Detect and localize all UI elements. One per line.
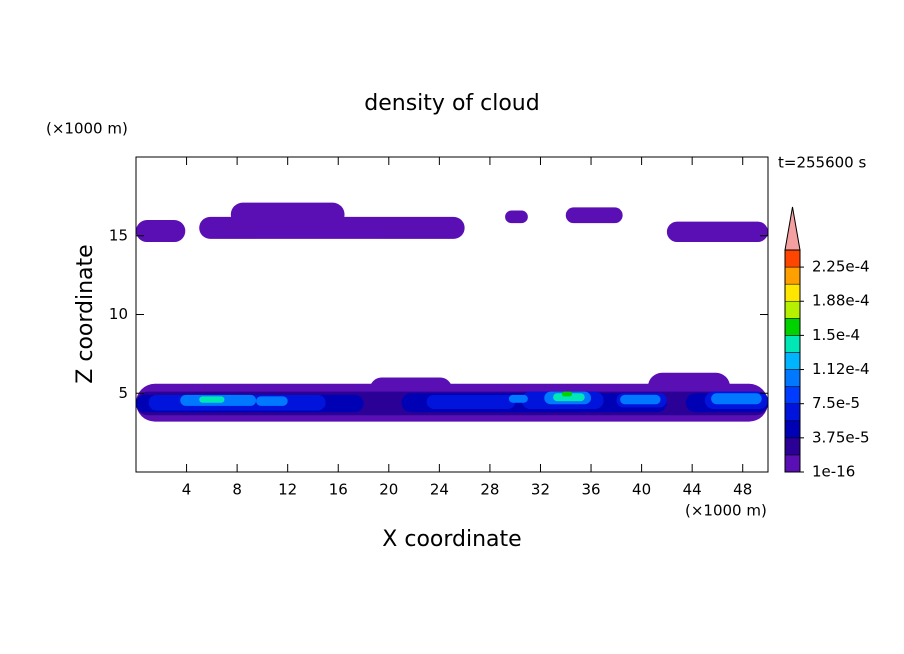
colorbar-band: [784, 249, 801, 268]
colorbar-extension: [784, 206, 801, 251]
colorbar-band: [784, 369, 801, 387]
contour-region: [666, 221, 768, 243]
plot-frame: [135, 156, 769, 473]
contour-region: [199, 396, 225, 403]
colorbar-band: [784, 437, 801, 456]
y-unit: (×1000 m): [46, 120, 128, 138]
x-tick-label: 32: [531, 481, 550, 499]
colorbar-tick-label: 2.25e-4: [812, 258, 870, 276]
contour-region: [256, 396, 288, 406]
contour-region: [561, 391, 573, 397]
chart-title: density of cloud: [364, 91, 539, 116]
y-tick-label: 10: [109, 305, 128, 323]
colorbar-band: [784, 318, 801, 336]
colorbar-band: [784, 266, 801, 285]
colorbar-tick-label: 1.5e-4: [812, 326, 860, 344]
x-tick-label: 28: [480, 481, 499, 499]
contour-region: [230, 202, 345, 227]
contour-region: [508, 394, 528, 403]
x-axis-label: X coordinate: [382, 527, 521, 552]
contour-region: [505, 210, 528, 224]
colorbar-band: [784, 420, 801, 439]
x-tick-label: 48: [733, 481, 752, 499]
x-unit: (×1000 m): [685, 502, 767, 520]
contour-region: [565, 207, 623, 224]
x-tick-label: 20: [379, 481, 398, 499]
colorbar-tick-label: 1.88e-4: [812, 292, 870, 310]
colorbar-frame: [784, 249, 801, 473]
contour-region: [136, 220, 186, 243]
colorbar-tick-label: 3.75e-5: [812, 428, 870, 446]
contour-region: [711, 393, 762, 405]
x-tick-label: 40: [632, 481, 651, 499]
y-axis-label: Z coordinate: [73, 244, 98, 383]
colorbar-band: [784, 283, 801, 302]
contour-region: [426, 394, 516, 409]
contour-region: [620, 394, 661, 405]
x-tick-label: 44: [683, 481, 702, 499]
colorbar-band: [784, 454, 801, 473]
y-tick-label: 15: [109, 226, 128, 244]
annotation: t=255600 s: [778, 154, 866, 172]
x-tick-label: 36: [581, 481, 600, 499]
x-tick-label: 4: [182, 481, 192, 499]
colorbar-tick-label: 1e-16: [812, 463, 855, 481]
x-tick-label: 12: [278, 481, 297, 499]
colorbar-band: [784, 335, 801, 353]
colorbar-band: [784, 386, 801, 404]
colorbar-tick-label: 1.12e-4: [812, 360, 870, 378]
colorbar-tick-label: 7.5e-5: [812, 394, 860, 412]
contour-field: [136, 202, 768, 422]
y-tick-label: 5: [118, 384, 128, 402]
x-tick-label: 16: [329, 481, 348, 499]
colorbar-band: [784, 403, 801, 422]
x-tick-label: 8: [232, 481, 242, 499]
contour-region: [553, 393, 585, 402]
x-tick-label: 24: [430, 481, 449, 499]
colorbar-band: [784, 300, 801, 319]
colorbar-band: [784, 352, 801, 370]
